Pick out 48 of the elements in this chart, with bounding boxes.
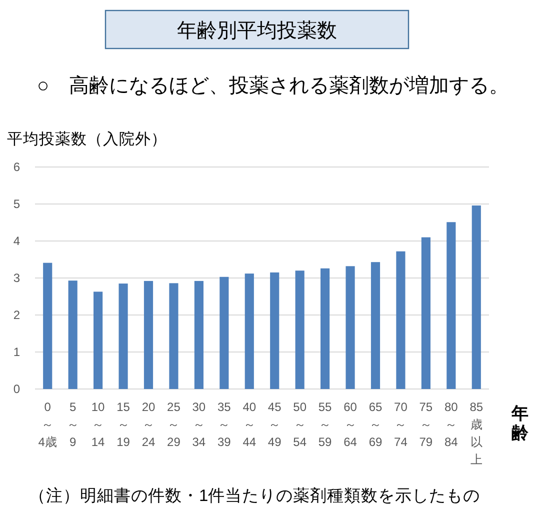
- y-tick-label: 6: [13, 160, 20, 174]
- bar: [472, 205, 481, 389]
- bar: [270, 272, 280, 389]
- x-tick-label: 0 ～ 4歳: [38, 400, 57, 449]
- y-tick-label: 0: [13, 382, 20, 396]
- x-tick-label: 65 ～ 69: [368, 400, 382, 449]
- bar: [244, 274, 254, 389]
- y-tick-label: 5: [13, 197, 20, 212]
- x-tick-label: 20 ～ 24: [142, 400, 156, 449]
- y-axis-title: 平均投薬数（入院外）: [7, 130, 167, 148]
- chart-subtitle: ○ 高齢になるほど、投薬される薬剤数が増加する。: [37, 74, 510, 97]
- x-tick-label: 50 ～ 54: [293, 400, 307, 449]
- bar: [446, 222, 456, 389]
- y-tick-label: 2: [13, 308, 20, 322]
- bar: [396, 251, 406, 389]
- bar: [295, 270, 304, 389]
- x-tick-label: 10 ～ 14: [91, 400, 106, 449]
- x-tick-label: 15 ～ 19: [116, 400, 130, 449]
- chart-title: 年齢別平均投薬数: [177, 20, 337, 42]
- bar: [320, 268, 330, 389]
- x-tick-label: 40 ～ 44: [242, 400, 256, 449]
- x-tick-label: 75 ～ 79: [419, 400, 433, 449]
- x-tick-label: 45 ～ 49: [268, 400, 282, 449]
- bar: [144, 280, 154, 389]
- x-tick-label: 85歳以上: [470, 400, 484, 466]
- bar: [169, 283, 178, 389]
- x-axis-title: 年齢: [510, 404, 530, 442]
- bar: [43, 262, 52, 389]
- x-tick-label: 5 ～ 9: [66, 400, 79, 449]
- bar: [220, 276, 229, 389]
- bar: [94, 292, 103, 389]
- x-tick-label: 25 ～ 29: [167, 400, 181, 449]
- y-tick-label: 1: [13, 345, 20, 360]
- bar: [68, 280, 78, 389]
- bar: [118, 284, 128, 389]
- bar: [370, 262, 380, 389]
- x-tick-label: 60 ～ 64: [344, 400, 358, 449]
- y-tick-label: 3: [13, 271, 20, 286]
- text: （注）明細書の件数・1件当たりの薬剤種類数を示したもの: [29, 486, 480, 505]
- bar: [194, 280, 204, 389]
- y-tick-label: 4: [13, 234, 20, 248]
- x-tick-label: 80 ～ 84: [444, 400, 458, 449]
- x-tick-label: 70 ～ 74: [394, 400, 408, 449]
- x-tick-label: 35 ～ 39: [217, 400, 232, 449]
- bar: [421, 237, 430, 389]
- bar: [346, 266, 355, 389]
- x-tick-label: 55 ～ 59: [318, 400, 332, 449]
- x-tick-label: 30 ～ 34: [192, 400, 206, 449]
